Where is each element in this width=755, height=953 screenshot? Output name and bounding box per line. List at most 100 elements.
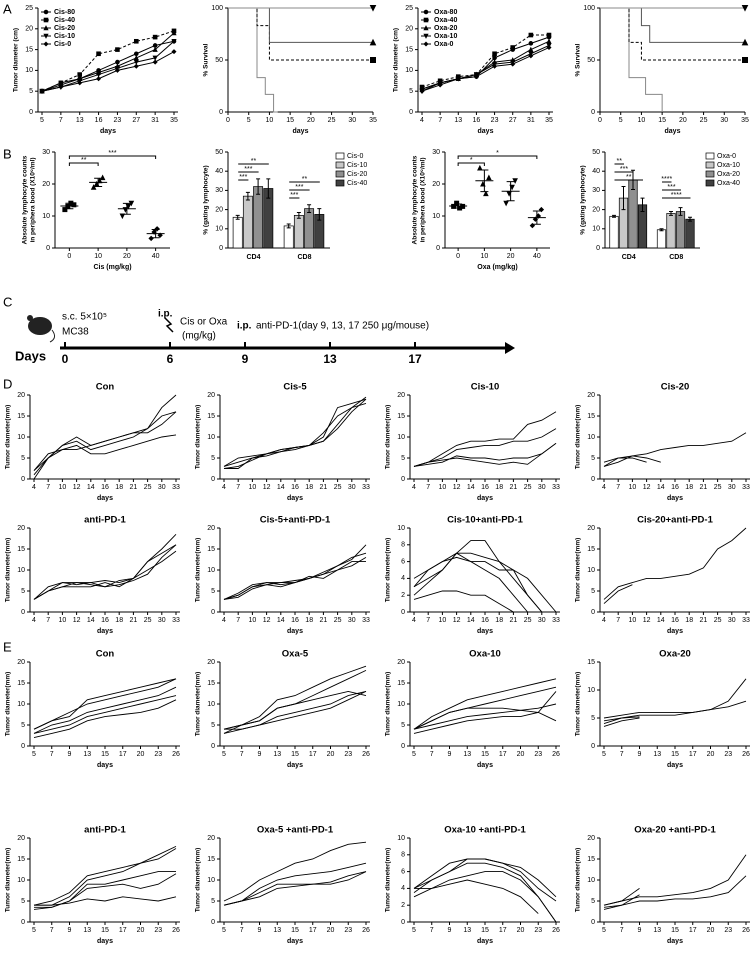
x-tick-label: 21 (130, 617, 138, 624)
y-axis-label: Tumor diameter(mm) (575, 848, 582, 913)
marker (509, 184, 515, 191)
x-tick-label: 20 (507, 253, 515, 260)
legend-label: Cis-0 (347, 153, 363, 160)
significance-bracket (68, 155, 157, 159)
x-tick-label: 35 (545, 117, 553, 124)
x-tick-label: 20 (137, 751, 145, 758)
x-tick-label: 10 (249, 484, 257, 491)
significance-label: ** (617, 158, 623, 165)
y-axis-label: in periphera bood (X10⁹/ml) (30, 157, 37, 242)
series-line (413, 862, 557, 923)
x-tick-label: 13 (454, 117, 462, 124)
x-tick-label: 14 (467, 617, 475, 624)
x-tick-label: 16 (101, 484, 109, 491)
y-tick-label: 50 (592, 149, 600, 156)
error-bar (245, 191, 250, 201)
x-tick-label: 0 (598, 117, 602, 124)
y-tick-label: 10 (587, 567, 595, 574)
injection-icon (164, 317, 174, 333)
series-line (33, 544, 177, 600)
marker (133, 59, 139, 65)
y-tick-label: 15 (587, 413, 595, 420)
chart-title: Con (96, 382, 115, 393)
legend-label: Cis-10 (347, 162, 367, 169)
marker (742, 57, 748, 63)
marker (423, 17, 429, 23)
x-tick-label: 26 (552, 927, 560, 934)
marker (503, 200, 509, 207)
marker (43, 41, 49, 47)
series-line (413, 556, 528, 613)
y-tick-label: 0 (436, 245, 440, 252)
x-tick-label: 12 (643, 617, 651, 624)
series-line (33, 678, 177, 730)
y-tick-label: 8 (401, 542, 405, 549)
bar (656, 229, 667, 249)
x-tick-label: 12 (643, 484, 651, 491)
marker (125, 203, 132, 210)
series-line (603, 584, 633, 604)
x-tick-label: 18 (685, 484, 693, 491)
series-line (603, 716, 640, 722)
marker (148, 235, 154, 242)
marker (535, 213, 542, 219)
y-tick-label: 8 (401, 852, 405, 859)
y-tick-label: 15 (25, 46, 33, 53)
y-tick-label: 0 (401, 743, 405, 750)
marker (423, 33, 429, 39)
marker (151, 229, 157, 235)
x-tick-label: 15 (291, 751, 299, 758)
marker (99, 174, 106, 181)
series-line (34, 848, 177, 906)
marker (528, 41, 534, 46)
y-tick-label: 5 (211, 455, 215, 462)
y-tick-label: 5 (591, 715, 595, 722)
series-line (33, 533, 177, 600)
legend-label: Oxa-0 (434, 41, 454, 48)
x-tick-label: 12 (453, 484, 461, 491)
y-tick-label: 15 (207, 680, 215, 687)
error-bar (678, 207, 683, 216)
x-axis-label: days (477, 938, 493, 945)
y-tick-label: 25 (25, 5, 33, 12)
x-tick-label: 21 (510, 617, 518, 624)
legend-swatch (335, 152, 345, 160)
series-line (34, 873, 177, 908)
y-tick-label: 5 (591, 898, 595, 905)
x-axis-label: days (477, 762, 493, 769)
x-axis-label: days (667, 938, 683, 945)
x-tick-label: 16 (481, 484, 489, 491)
marker (43, 33, 49, 39)
x-tick-label: 7 (50, 751, 54, 758)
error-bar (256, 178, 261, 195)
x-tick-label: 5 (222, 927, 226, 934)
series-line (421, 34, 549, 88)
legend-label: Oxa-40 (717, 180, 740, 187)
x-tick-label: 14 (657, 617, 665, 624)
x-tick-label: 5 (247, 117, 251, 124)
bar (675, 211, 686, 249)
x-tick-label: 12 (73, 484, 81, 491)
y-tick-label: 10 (207, 434, 215, 441)
x-tick-label: CD8 (297, 254, 311, 261)
y-tick-label: 0 (591, 609, 595, 616)
x-tick-label: 10 (249, 617, 257, 624)
series-line (413, 428, 557, 467)
x-tick-label: 30 (720, 117, 728, 124)
x-axis-label: days (667, 628, 683, 635)
y-tick-label: 10 (17, 434, 25, 441)
error-bar (286, 223, 291, 229)
marker (115, 47, 120, 52)
x-tick-label: 17 (119, 751, 127, 758)
marker (529, 222, 536, 229)
panel-label: C (3, 294, 12, 309)
marker (128, 200, 135, 207)
y-tick-label: 15 (397, 413, 405, 420)
y-tick-label: 4 (401, 575, 405, 582)
y-axis-label: Tumor diameter(mm) (385, 538, 392, 603)
x-tick-label: 30 (348, 117, 356, 124)
x-tick-label: 9 (68, 751, 72, 758)
x-tick-label: 15 (481, 927, 489, 934)
legend-swatch (335, 170, 345, 178)
y-tick-label: 15 (587, 546, 595, 553)
